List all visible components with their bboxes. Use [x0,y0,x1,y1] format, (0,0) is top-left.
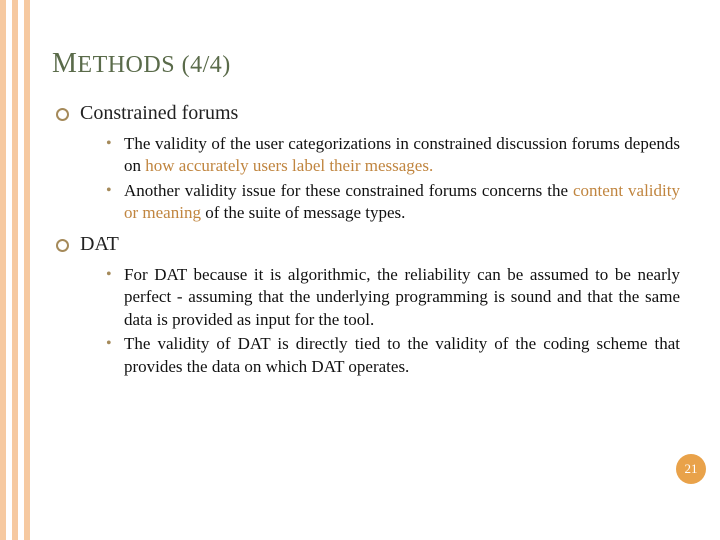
section-label: DAT [80,233,680,256]
item-text-pre: The validity of DAT is directly tied to … [124,334,680,375]
item-list: The validity of the user categorizations… [80,133,680,225]
section-list: Constrained forums The validity of the u… [52,102,680,378]
section: DAT For DAT because it is algorithmic, t… [56,233,680,378]
list-item: Another validity issue for these constra… [106,180,680,225]
slide-title: METHODS (4/4) [52,48,680,80]
page-number-badge: 21 [676,454,706,484]
item-text-post: of the suite of message types. [201,203,405,222]
item-list: For DAT because it is algorithmic, the r… [80,264,680,378]
item-text-pre: Another validity issue for these constra… [124,181,573,200]
section: Constrained forums The validity of the u… [56,102,680,225]
list-item: The validity of the user categorizations… [106,133,680,178]
list-item: For DAT because it is algorithmic, the r… [106,264,680,331]
decor-stripe [0,0,6,540]
slide-content: METHODS (4/4) Constrained forums The val… [52,48,680,386]
section-label: Constrained forums [80,102,680,125]
page-number: 21 [685,461,698,477]
decor-stripe [12,0,18,540]
item-text-accent: how accurately users label their message… [145,156,433,175]
decor-stripe [24,0,30,540]
item-text-pre: For DAT because it is algorithmic, the r… [124,265,680,329]
list-item: The validity of DAT is directly tied to … [106,333,680,378]
